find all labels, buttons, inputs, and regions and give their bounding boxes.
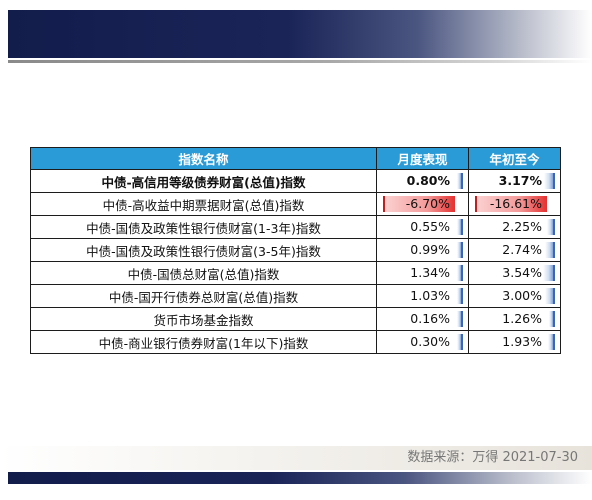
- header-monthly: 月度表现: [376, 147, 469, 170]
- monthly-positive-bar: [457, 242, 463, 258]
- footer-stripe: [0, 446, 592, 470]
- monthly-value: 0.99%: [410, 242, 450, 257]
- ytd-cell: 3.17%: [468, 169, 561, 193]
- ytd-value: 3.54%: [502, 265, 542, 280]
- ytd-value: 2.25%: [502, 219, 542, 234]
- monthly-cell: 1.03%: [376, 284, 469, 308]
- table-header-row: 指数名称 月度表现 年初至今: [30, 147, 561, 170]
- monthly-cell: 0.55%: [376, 215, 469, 239]
- ytd-cell: 1.26%: [468, 307, 561, 331]
- table-row: 中债-高收益中期票据财富(总值)指数 -6.70% -16.61%: [30, 192, 561, 216]
- ytd-positive-bar: [549, 311, 555, 327]
- ytd-positive-bar: [543, 265, 555, 281]
- index-performance-table: 指数名称 月度表现 年初至今 中债-高信用等级债券财富(总值)指数 0.80% 3.…: [30, 147, 561, 354]
- index-name-cell: 中债-高信用等级债券财富(总值)指数: [30, 169, 377, 193]
- monthly-value: 0.55%: [410, 219, 450, 234]
- ytd-value: -16.61%: [489, 196, 542, 211]
- ytd-value: 1.93%: [502, 334, 542, 349]
- monthly-value: 0.16%: [410, 311, 450, 326]
- ytd-positive-bar: [547, 219, 555, 235]
- table-row: 中债-国债总财富(总值)指数 1.34% 3.54%: [30, 261, 561, 285]
- monthly-cell: 1.34%: [376, 261, 469, 285]
- ytd-value: 3.00%: [502, 288, 542, 303]
- monthly-positive-bar: [457, 334, 463, 350]
- source-note: 数据来源：万得 2021-07-30: [407, 450, 578, 465]
- monthly-value: -6.70%: [405, 196, 450, 211]
- monthly-cell: 0.30%: [376, 330, 469, 354]
- monthly-positive-bar: [457, 173, 463, 189]
- table-row: 中债-国债及政策性银行债财富(1-3年)指数 0.55% 2.25%: [30, 215, 561, 239]
- monthly-cell: -6.70%: [376, 192, 469, 216]
- monthly-cell: 0.99%: [376, 238, 469, 262]
- top-divider: [8, 60, 592, 63]
- table-row: 中债-国债及政策性银行债财富(3-5年)指数 0.99% 2.74%: [30, 238, 561, 262]
- ytd-cell: 3.00%: [468, 284, 561, 308]
- monthly-positive-bar: [457, 219, 463, 235]
- monthly-positive-bar: [457, 311, 463, 327]
- index-name-cell: 中债-国债及政策性银行债财富(1-3年)指数: [30, 215, 377, 239]
- monthly-value: 0.30%: [410, 334, 450, 349]
- monthly-cell: 0.80%: [376, 169, 469, 193]
- index-name-cell: 中债-高收益中期票据财富(总值)指数: [30, 192, 377, 216]
- monthly-positive-bar: [457, 265, 463, 281]
- ytd-cell: 2.74%: [468, 238, 561, 262]
- ytd-positive-bar: [545, 288, 555, 304]
- ytd-value: 2.74%: [502, 242, 542, 257]
- ytd-value: 3.17%: [498, 173, 542, 188]
- monthly-value: 0.80%: [406, 173, 450, 188]
- monthly-positive-bar: [457, 288, 463, 304]
- monthly-value: 1.34%: [410, 265, 450, 280]
- table-row: 中债-商业银行债券财富(1年以下)指数 0.30% 1.93%: [30, 330, 561, 354]
- ytd-positive-bar: [545, 242, 555, 258]
- table-row: 中债-高信用等级债券财富(总值)指数 0.80% 3.17%: [30, 169, 561, 193]
- header-index-name: 指数名称: [30, 147, 377, 170]
- ytd-cell: 2.25%: [468, 215, 561, 239]
- ytd-cell: 3.54%: [468, 261, 561, 285]
- ytd-cell: -16.61%: [468, 192, 561, 216]
- bottom-banner: [8, 472, 592, 484]
- index-name-cell: 中债-商业银行债券财富(1年以下)指数: [30, 330, 377, 354]
- index-name-cell: 中债-国开行债券总财富(总值)指数: [30, 284, 377, 308]
- ytd-value: 1.26%: [502, 311, 542, 326]
- ytd-positive-bar: [548, 334, 555, 350]
- table-row: 货币市场基金指数 0.16% 1.26%: [30, 307, 561, 331]
- index-name-cell: 中债-国债及政策性银行债财富(3-5年)指数: [30, 238, 377, 262]
- header-ytd: 年初至今: [468, 147, 561, 170]
- ytd-positive-bar: [544, 173, 555, 189]
- top-banner: [8, 10, 592, 58]
- monthly-negative-bar: [383, 196, 455, 212]
- ytd-negative-bar: [475, 196, 547, 212]
- ytd-cell: 1.93%: [468, 330, 561, 354]
- monthly-cell: 0.16%: [376, 307, 469, 331]
- index-name-cell: 中债-国债总财富(总值)指数: [30, 261, 377, 285]
- table-row: 中债-国开行债券总财富(总值)指数 1.03% 3.00%: [30, 284, 561, 308]
- index-name-cell: 货币市场基金指数: [30, 307, 377, 331]
- table-body: 中债-高信用等级债券财富(总值)指数 0.80% 3.17% 中债-高收益中期票据财富…: [30, 169, 561, 354]
- monthly-value: 1.03%: [410, 288, 450, 303]
